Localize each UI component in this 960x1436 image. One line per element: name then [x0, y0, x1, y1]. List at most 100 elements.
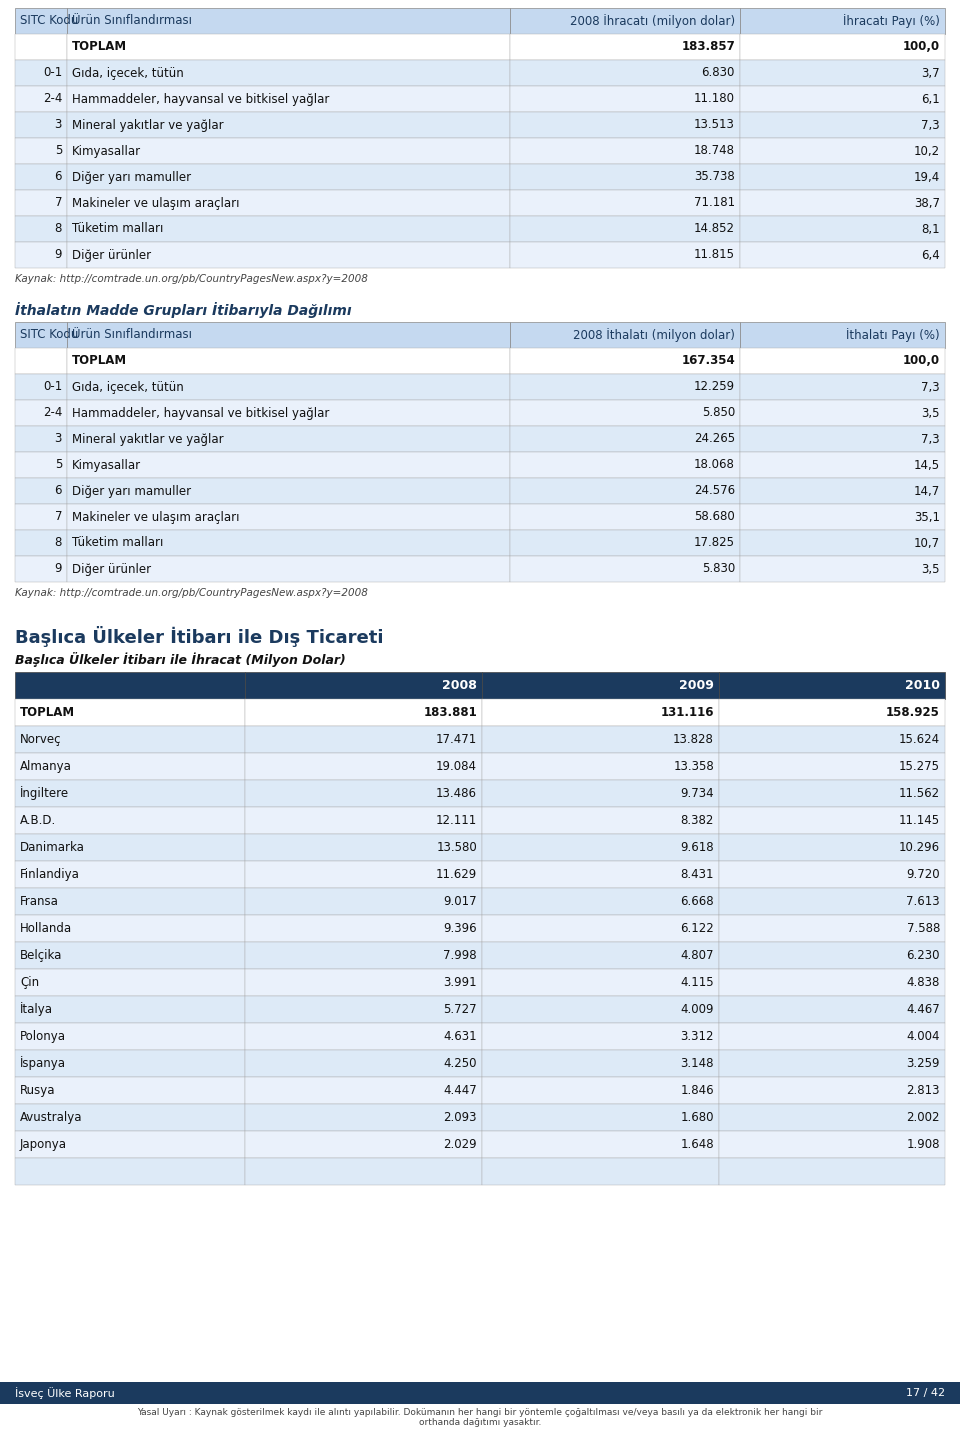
Bar [740, 504, 945, 530]
Bar [719, 1050, 945, 1077]
Bar [482, 942, 719, 969]
Bar [719, 942, 945, 969]
Bar [15, 243, 67, 269]
Text: Almanya: Almanya [20, 760, 72, 773]
Text: İngiltere: İngiltere [20, 787, 69, 800]
Bar [67, 401, 510, 426]
Bar [15, 190, 67, 215]
Text: 7,3: 7,3 [922, 119, 940, 132]
Text: 5.727: 5.727 [444, 1002, 477, 1017]
Bar [482, 997, 719, 1022]
Bar [482, 780, 719, 807]
Text: A.B.D.: A.B.D. [20, 814, 57, 827]
Bar [15, 426, 67, 452]
Bar [482, 1132, 719, 1157]
Text: TOPLAM: TOPLAM [72, 40, 127, 53]
Bar [719, 969, 945, 997]
Text: 3: 3 [55, 432, 62, 445]
Bar [67, 373, 510, 401]
Text: 15.275: 15.275 [899, 760, 940, 773]
Text: 183.857: 183.857 [682, 40, 735, 53]
Bar [15, 1022, 245, 1050]
Bar [719, 807, 945, 834]
Bar [510, 504, 740, 530]
Text: 8: 8 [55, 537, 62, 550]
Text: 19.084: 19.084 [436, 760, 477, 773]
Bar [67, 426, 510, 452]
Bar [740, 86, 945, 112]
Text: 13.513: 13.513 [694, 119, 735, 132]
Bar [719, 672, 945, 699]
Text: 2008 İhracatı (milyon dolar): 2008 İhracatı (milyon dolar) [570, 14, 735, 27]
Bar [67, 138, 510, 164]
Bar [245, 1104, 482, 1132]
Text: Diğer yarı mamuller: Diğer yarı mamuller [72, 171, 191, 184]
Bar [245, 915, 482, 942]
Text: 4.447: 4.447 [444, 1084, 477, 1097]
Bar [245, 752, 482, 780]
Text: İsveç Ülke Raporu: İsveç Ülke Raporu [15, 1387, 115, 1399]
Text: 12.259: 12.259 [694, 381, 735, 393]
Text: 6,1: 6,1 [922, 92, 940, 105]
Bar [482, 887, 719, 915]
Text: 12.111: 12.111 [436, 814, 477, 827]
Text: 24.576: 24.576 [694, 484, 735, 497]
Text: İtalya: İtalya [20, 1002, 53, 1017]
Bar [245, 699, 482, 727]
Bar [719, 834, 945, 862]
Bar [482, 1157, 719, 1185]
Text: Tüketim malları: Tüketim malları [72, 537, 163, 550]
Text: Rusya: Rusya [20, 1084, 56, 1097]
Bar [245, 862, 482, 887]
Text: 4.807: 4.807 [681, 949, 714, 962]
Text: Avustralya: Avustralya [20, 1111, 83, 1124]
Bar [15, 322, 67, 348]
Bar [510, 9, 740, 34]
Bar [719, 997, 945, 1022]
Bar [245, 997, 482, 1022]
Bar [482, 1050, 719, 1077]
Bar [510, 60, 740, 86]
Bar [510, 215, 740, 243]
Bar [15, 556, 67, 582]
Text: Danimarka: Danimarka [20, 841, 84, 854]
Text: 7: 7 [55, 511, 62, 524]
Text: 6.122: 6.122 [681, 922, 714, 935]
Bar [15, 86, 67, 112]
Bar [740, 190, 945, 215]
Bar [740, 348, 945, 373]
Text: Diğer ürünler: Diğer ürünler [72, 563, 151, 576]
Text: 3.312: 3.312 [681, 1030, 714, 1043]
Text: 13.828: 13.828 [673, 732, 714, 745]
Text: 2.029: 2.029 [444, 1137, 477, 1152]
Bar [15, 9, 67, 34]
Text: 7.613: 7.613 [906, 895, 940, 908]
Text: 17.825: 17.825 [694, 537, 735, 550]
Text: 167.354: 167.354 [682, 355, 735, 368]
Bar [719, 862, 945, 887]
Bar [719, 1132, 945, 1157]
Bar [740, 34, 945, 60]
Bar [510, 373, 740, 401]
Bar [67, 112, 510, 138]
Bar [15, 834, 245, 862]
Text: 8.431: 8.431 [681, 867, 714, 882]
Bar [15, 401, 67, 426]
Text: Diğer yarı mamuller: Diğer yarı mamuller [72, 484, 191, 497]
Bar [740, 373, 945, 401]
Text: 4.467: 4.467 [906, 1002, 940, 1017]
Text: 17 / 42: 17 / 42 [906, 1389, 945, 1399]
Text: 7.998: 7.998 [444, 949, 477, 962]
Text: 1.908: 1.908 [906, 1137, 940, 1152]
Bar [15, 887, 245, 915]
Text: 6: 6 [55, 484, 62, 497]
Bar [245, 1077, 482, 1104]
Text: 2010: 2010 [905, 679, 940, 692]
Bar [245, 969, 482, 997]
Text: 38,7: 38,7 [914, 197, 940, 210]
Bar [510, 452, 740, 478]
Bar [510, 322, 740, 348]
Text: 0-1: 0-1 [43, 66, 62, 79]
Text: İthalatın Madde Grupları İtibarıyla Dağılımı: İthalatın Madde Grupları İtibarıyla Dağı… [15, 302, 351, 317]
Text: 3: 3 [55, 119, 62, 132]
